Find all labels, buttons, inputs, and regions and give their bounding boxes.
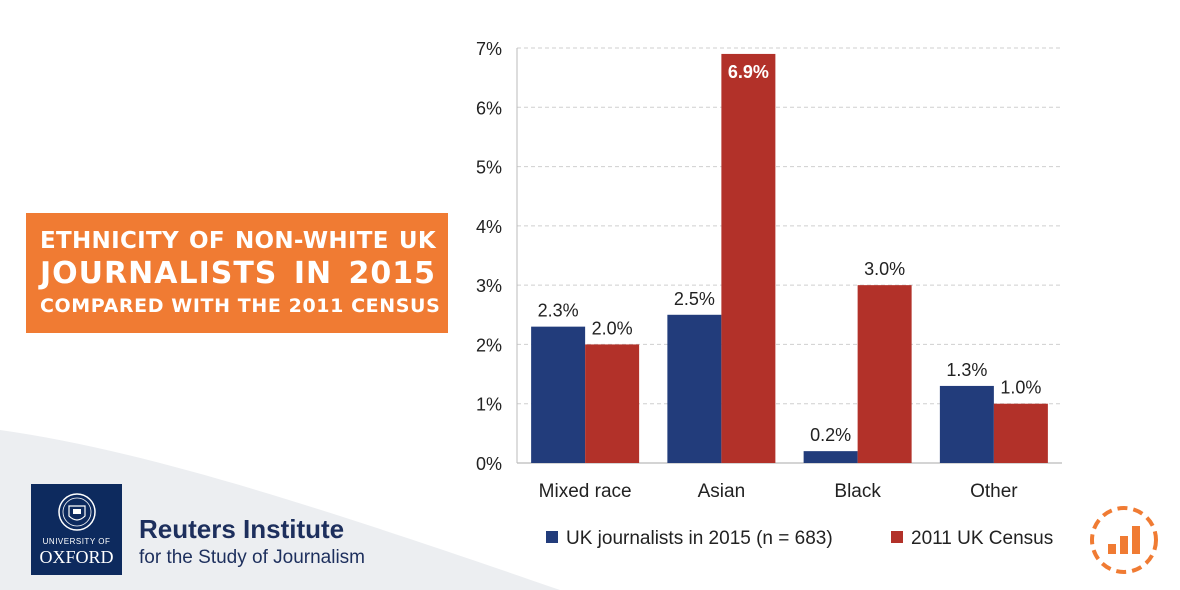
data-label: 2.3% xyxy=(538,301,579,321)
bar xyxy=(939,385,994,463)
bar xyxy=(803,451,858,463)
legend-item-journalists: UK journalists in 2015 (n = 683) xyxy=(546,528,833,550)
data-label: 3.0% xyxy=(864,259,905,279)
data-label: 0.2% xyxy=(810,425,851,445)
y-tick-label: 0% xyxy=(476,454,502,474)
title-line-3: compared with the 2011 census xyxy=(40,295,441,317)
bar xyxy=(585,344,640,463)
y-tick-label: 4% xyxy=(476,217,502,237)
data-label: 2.5% xyxy=(674,289,715,309)
y-tick-label: 1% xyxy=(476,395,502,415)
bar xyxy=(531,326,586,463)
y-tick-label: 5% xyxy=(476,158,502,178)
university-of-label: UNIVERSITY OF xyxy=(42,537,111,546)
bar xyxy=(721,53,776,463)
y-tick-label: 7% xyxy=(476,39,502,59)
oxford-logo: UNIVERSITY OF OXFORD xyxy=(31,484,122,575)
x-tick-label: Other xyxy=(970,481,1018,502)
x-tick-label: Black xyxy=(834,481,881,502)
chart-title-box: Ethnicity of non-white UK journalists in… xyxy=(26,213,448,333)
data-label: 6.9% xyxy=(728,62,769,82)
y-tick-label: 2% xyxy=(476,335,502,355)
bar xyxy=(993,403,1048,463)
data-label: 1.3% xyxy=(946,360,987,380)
legend-label-census: 2011 UK Census xyxy=(911,528,1054,549)
legend-item-census: 2011 UK Census xyxy=(891,528,1053,550)
data-label: 1.0% xyxy=(1000,378,1041,398)
bar-chart: 0% 1% 2% 3% 4% 5% 6% 7% Mixed race 2.3% 2.0% Asian 2… xyxy=(476,39,1062,502)
bar xyxy=(667,314,722,463)
oxford-label: OXFORD xyxy=(39,547,114,567)
legend-swatch-census xyxy=(891,531,903,543)
legend-label-journalists: UK journalists in 2015 (n = 683) xyxy=(566,528,833,549)
data-label: 2.0% xyxy=(592,318,633,338)
x-tick-label: Mixed race xyxy=(539,481,632,502)
title-line-2: journalists in 2015 xyxy=(40,256,436,291)
oxford-crest-icon xyxy=(58,493,96,531)
legend-swatch-journalists xyxy=(546,531,558,543)
institute-subtitle: for the Study of Journalism xyxy=(139,547,365,568)
y-tick-label: 6% xyxy=(476,98,502,118)
bar xyxy=(857,285,912,463)
title-line-1: Ethnicity of non-white UK xyxy=(40,228,436,254)
x-tick-label: Asian xyxy=(698,481,746,502)
institute-name: Reuters Institute xyxy=(139,514,345,544)
bar-chart-badge-icon xyxy=(1090,506,1158,574)
y-tick-label: 3% xyxy=(476,276,502,296)
